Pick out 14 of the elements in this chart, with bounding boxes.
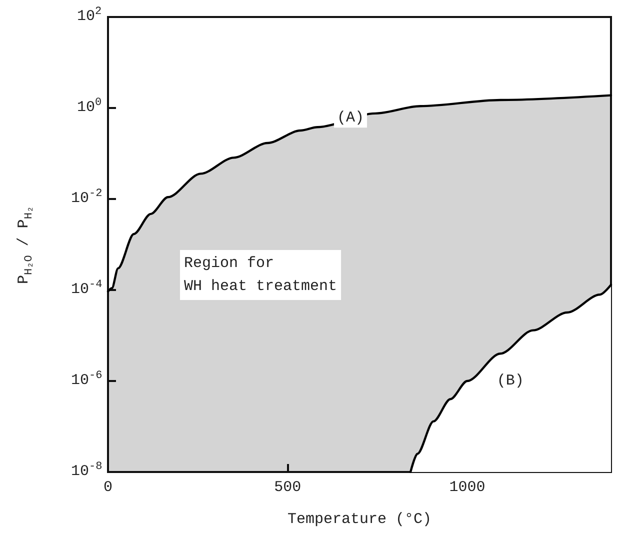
y-tick-label: 10$^{-2}$ (71, 188, 102, 207)
x-tick-label: 0 (103, 479, 113, 496)
y-tick-label: 10$^{-8}$ (71, 460, 102, 480)
y-tick-label: 10$^{2}$ (77, 6, 102, 25)
annotation: Region for WH heat treatment (184, 255, 338, 295)
annotation: (A) (337, 110, 364, 127)
y-tick-label: 10$^{-4}$ (71, 278, 102, 298)
annotation: (B) (496, 372, 524, 390)
x-axis-title: Temperature (°C) (287, 511, 432, 528)
line-series (409, 284, 612, 474)
y-tick-label: 10$^{-6}$ (71, 370, 102, 389)
x-tick-label: 1000 (449, 479, 486, 496)
y-tick-label: 10$^{0}$ (77, 96, 102, 116)
x-tick-label: 500 (274, 479, 302, 496)
